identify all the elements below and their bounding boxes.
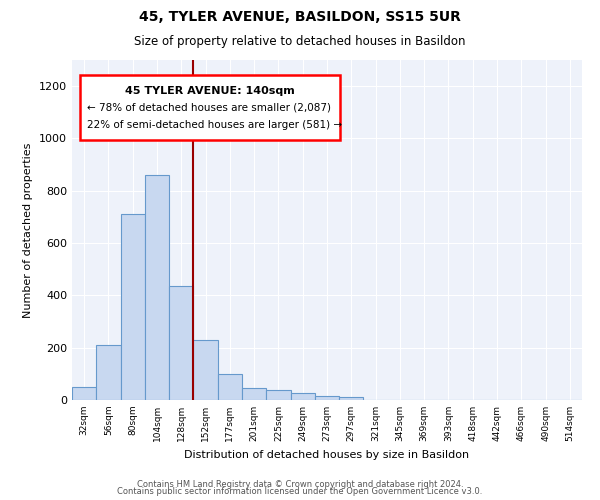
FancyBboxPatch shape <box>80 76 340 140</box>
Bar <box>290 394 315 400</box>
Text: ← 78% of detached houses are smaller (2,087): ← 78% of detached houses are smaller (2,… <box>88 102 331 113</box>
Bar <box>242 388 266 400</box>
Bar <box>121 214 145 400</box>
Bar <box>72 387 96 400</box>
Text: 45, TYLER AVENUE, BASILDON, SS15 5UR: 45, TYLER AVENUE, BASILDON, SS15 5UR <box>139 10 461 24</box>
X-axis label: Distribution of detached houses by size in Basildon: Distribution of detached houses by size … <box>184 450 470 460</box>
Bar <box>96 345 121 400</box>
Text: 22% of semi-detached houses are larger (581) →: 22% of semi-detached houses are larger (… <box>88 120 343 130</box>
Bar <box>193 340 218 400</box>
Text: Contains public sector information licensed under the Open Government Licence v3: Contains public sector information licen… <box>118 487 482 496</box>
Bar <box>218 374 242 400</box>
Bar <box>169 286 193 400</box>
Bar <box>145 175 169 400</box>
Bar <box>266 390 290 400</box>
Y-axis label: Number of detached properties: Number of detached properties <box>23 142 34 318</box>
Text: Size of property relative to detached houses in Basildon: Size of property relative to detached ho… <box>134 35 466 48</box>
Bar <box>315 396 339 400</box>
Bar <box>339 398 364 400</box>
Text: 45 TYLER AVENUE: 140sqm: 45 TYLER AVENUE: 140sqm <box>125 86 295 96</box>
Text: Contains HM Land Registry data © Crown copyright and database right 2024.: Contains HM Land Registry data © Crown c… <box>137 480 463 489</box>
